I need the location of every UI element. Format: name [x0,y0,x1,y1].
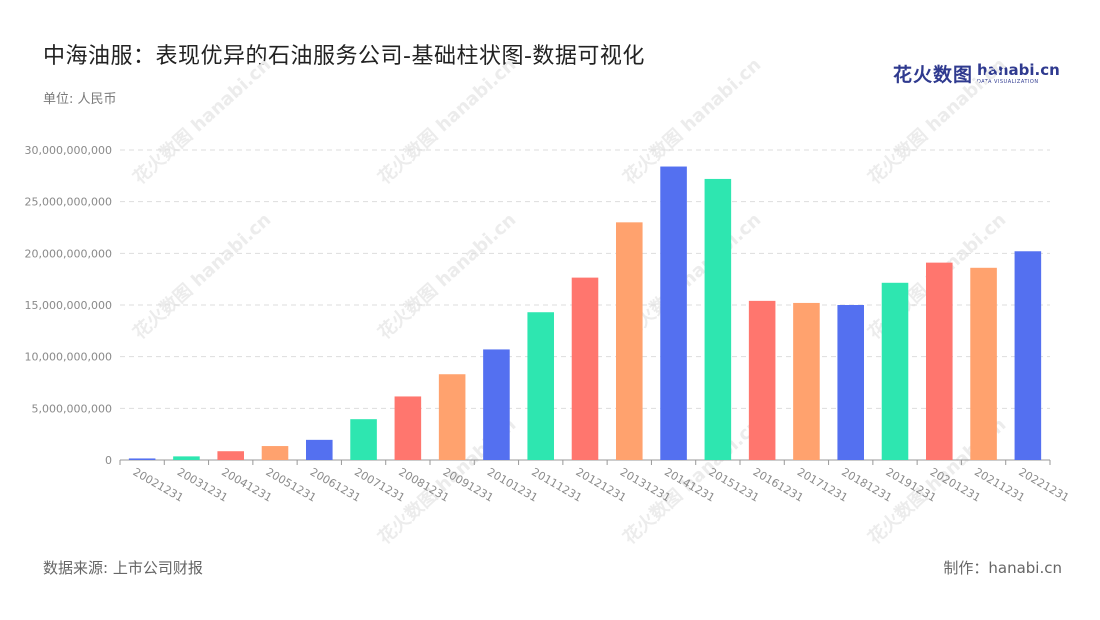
bar [438,374,466,460]
watermark-text: 花火数图 hanabi.cn [864,54,1011,189]
x-tick-label: 20221231 [1016,465,1071,504]
y-tick-label: 5,000,000,000 [32,402,112,415]
bar [926,262,953,460]
y-tick-label: 15,000,000,000 [25,299,112,312]
brand-logo: 花火数图 hanabi.cn DATA VISUALIZATION [893,60,1060,87]
y-tick-label: 30,000,000,000 [25,144,112,157]
maker-credit: 制作：hanabi.cn [943,559,1062,577]
bar [1014,251,1042,460]
bar [527,312,554,460]
bar [704,178,732,460]
watermark-text: 花火数图 hanabi.cn [374,209,521,344]
y-tick-label: 20,000,000,000 [25,247,112,260]
bar [217,451,244,460]
bar [306,439,333,460]
y-tick-label: 25,000,000,000 [25,196,112,209]
logo-cn-text: 花火数图 [893,64,974,86]
bar [128,458,156,460]
logo-en-text: hanabi.cn [977,60,1060,79]
logo-sub-text: DATA VISUALIZATION [977,78,1039,85]
watermark-text: 花火数图 hanabi.cn [619,54,766,189]
bar [881,282,909,460]
watermark-text: 花火数图 hanabi.cn [374,54,521,189]
y-tick-label: 10,000,000,000 [25,351,112,364]
logo-en-block: hanabi.cn DATA VISUALIZATION [977,60,1060,85]
y-tick-label: 0 [105,454,112,467]
bar [571,277,599,460]
bar [837,305,864,460]
chart-title: 中海油服：表现优异的石油服务公司-基础柱状图-数据可视化 [43,44,645,69]
bar [970,267,997,460]
watermark-text: 花火数图 hanabi.cn [129,209,276,344]
bar [483,349,510,460]
bar [350,419,377,460]
unit-label: 单位: 人民币 [43,92,117,107]
bar [660,166,687,461]
watermark-text: 花火数图 hanabi.cn [129,54,276,189]
bar [616,222,643,460]
data-source: 数据来源: 上市公司财报 [43,559,203,577]
bar [394,396,422,460]
bar [173,456,200,460]
bar [748,300,776,460]
bar [793,302,820,460]
bar [261,446,289,460]
